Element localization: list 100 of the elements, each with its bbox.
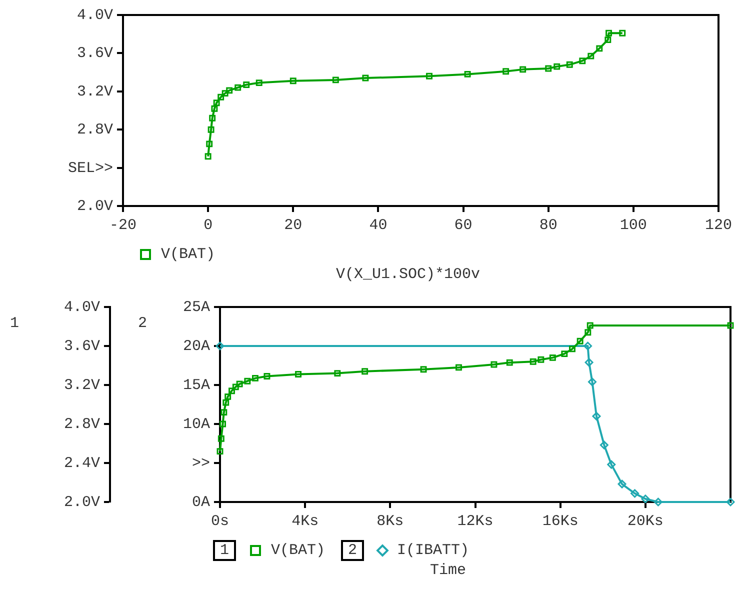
point — [576, 338, 584, 344]
point — [641, 494, 650, 504]
point — [588, 378, 596, 386]
point — [218, 435, 224, 442]
point — [554, 63, 560, 70]
point — [420, 366, 427, 373]
point — [362, 74, 369, 82]
x-axis-title: V(X_U1.SOC)*100v — [334, 266, 482, 285]
point — [566, 61, 573, 68]
point — [727, 322, 734, 329]
y-tick-label: 2.0V — [76, 198, 113, 215]
y2-tick-label: >> — [192, 454, 210, 472]
y-tick-label: SEL>> — [68, 160, 113, 177]
text: 2 — [341, 540, 364, 560]
point — [520, 66, 526, 73]
y2-tick-label: 10A — [182, 416, 210, 433]
x-axis-title: Time — [428, 562, 467, 581]
point — [236, 380, 243, 388]
point — [234, 84, 242, 91]
point — [224, 393, 232, 400]
point — [464, 70, 471, 78]
point — [213, 100, 220, 106]
point — [220, 420, 226, 428]
point — [569, 346, 576, 352]
point — [216, 448, 224, 455]
point — [606, 30, 612, 36]
point — [588, 52, 594, 60]
x-tick-label: 12Ks — [457, 512, 494, 530]
legend-label: I(IBATT) — [397, 542, 470, 558]
point — [252, 374, 258, 382]
x-tick-label: 0 — [204, 216, 213, 234]
y-tick-label: 4.0V — [64, 298, 100, 316]
y-tick-label: 2.0V — [64, 494, 100, 511]
point — [216, 342, 224, 350]
point — [619, 30, 626, 36]
point — [256, 80, 262, 86]
point — [332, 76, 339, 84]
y2-tick-label: 0A — [192, 494, 210, 511]
point — [220, 409, 228, 416]
point — [490, 361, 498, 368]
point — [362, 368, 368, 375]
y-tick-label: 4.0V — [76, 6, 113, 24]
point — [208, 126, 214, 133]
point — [211, 105, 218, 112]
y2-tick-label: 20A — [182, 338, 210, 355]
point — [209, 114, 216, 122]
x-tick-label: 4Ks — [292, 512, 319, 530]
point — [600, 440, 608, 450]
y-tick-label: 3.6V — [76, 45, 113, 62]
point — [561, 350, 568, 358]
y-tick-label: 3.6V — [64, 338, 100, 355]
x-tick-label: 40 — [369, 216, 388, 234]
point — [456, 364, 462, 371]
point — [549, 354, 556, 361]
point — [584, 329, 592, 336]
x-tick-label: 60 — [454, 216, 472, 234]
legend-label: V(BAT) — [271, 542, 326, 558]
y2-tick-label: 15A — [182, 376, 210, 394]
point — [290, 78, 296, 84]
point — [584, 342, 592, 350]
x-tick-label: 120 — [704, 216, 732, 234]
point — [630, 489, 640, 498]
x-tick-label: 80 — [539, 216, 558, 234]
point — [538, 356, 544, 363]
legend-label: V(BAT) — [160, 246, 216, 262]
point — [206, 140, 213, 148]
x-tick-label: 8Ks — [376, 512, 404, 530]
point — [506, 359, 513, 366]
point — [426, 72, 432, 80]
x-tick-label: 20 — [284, 216, 302, 234]
point — [545, 65, 552, 72]
y-tick-label: 2.8V — [76, 122, 113, 139]
point — [264, 373, 270, 380]
point — [222, 399, 230, 406]
point — [579, 58, 586, 64]
text: 1 — [213, 540, 236, 560]
y-tick-label: 3.2V — [76, 83, 113, 100]
point — [502, 68, 510, 75]
x-tick-label: 20Ks — [627, 512, 664, 530]
point — [228, 388, 235, 394]
point — [243, 81, 250, 88]
y2-tick-label: 25A — [182, 298, 210, 316]
x-tick-label: -20 — [109, 216, 137, 234]
point — [334, 370, 341, 377]
x-tick-label: 100 — [620, 216, 647, 234]
text: 1 — [10, 315, 20, 332]
point — [226, 87, 233, 94]
point — [218, 94, 224, 100]
point — [204, 153, 212, 160]
point — [618, 480, 626, 488]
point — [232, 384, 239, 390]
point — [584, 358, 594, 367]
y-tick-label: 3.2V — [64, 376, 100, 394]
x-tick-label: 16Ks — [542, 512, 578, 530]
point — [530, 358, 536, 365]
point — [654, 498, 662, 506]
point — [222, 90, 228, 97]
point — [244, 378, 251, 384]
point — [586, 322, 594, 329]
point — [607, 460, 616, 469]
